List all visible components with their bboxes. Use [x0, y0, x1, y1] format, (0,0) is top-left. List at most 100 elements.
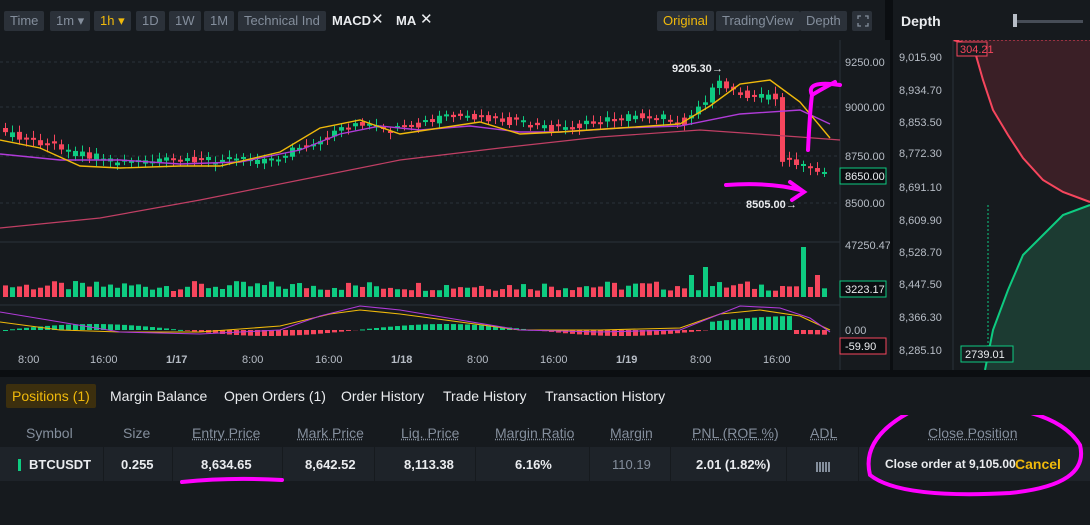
- price-gridlines: [0, 61, 840, 204]
- candle-body: [52, 141, 57, 144]
- header-adl[interactable]: ADL: [810, 425, 838, 441]
- candle-body: [591, 121, 596, 124]
- macd-bar: [717, 320, 722, 330]
- macd-bar: [395, 326, 400, 330]
- volume-bar: [136, 284, 141, 297]
- volume-bar: [465, 287, 470, 297]
- table-row: [0, 447, 1090, 481]
- candle-body: [808, 166, 813, 169]
- macd-bar: [143, 326, 148, 330]
- remove-macd-icon[interactable]: ✕: [371, 11, 384, 28]
- candle-body: [563, 127, 568, 130]
- macd-bar: [409, 325, 414, 330]
- volume-bar: [304, 288, 309, 297]
- tab-trade-history[interactable]: Trade History: [443, 388, 527, 404]
- header-margin[interactable]: Margin: [610, 425, 653, 441]
- macd-bar: [150, 327, 155, 330]
- volume-bar: [388, 287, 393, 297]
- expand-icon[interactable]: [852, 11, 872, 31]
- header-mark-price[interactable]: Mark Price: [297, 425, 364, 441]
- candle-body: [38, 140, 43, 146]
- depth-zoom-handle[interactable]: [1013, 14, 1017, 27]
- volume-bar: [248, 286, 253, 297]
- candle-body: [185, 158, 190, 161]
- remove-ma-icon[interactable]: ✕: [420, 11, 433, 28]
- ma-long-line: [0, 129, 841, 229]
- macd-bar: [661, 330, 666, 335]
- macd-bar: [675, 330, 680, 334]
- volume-bar: [269, 281, 274, 297]
- time-tick: 16:00: [763, 354, 791, 366]
- tab-margin-balance[interactable]: Margin Balance: [110, 388, 208, 404]
- volume-current-label: 3223.17: [845, 284, 885, 296]
- volume-bar: [213, 286, 218, 297]
- volume-bar: [773, 290, 778, 297]
- candle-body: [297, 147, 302, 151]
- macd-bar: [122, 324, 127, 330]
- tab-positions[interactable]: Positions (1): [6, 384, 96, 408]
- macd-bar: [255, 330, 260, 336]
- macd-bar: [430, 324, 435, 330]
- cell-symbol[interactable]: BTCUSDT: [29, 457, 92, 472]
- macd-bar: [115, 324, 120, 330]
- kline-chart[interactable]: 9205.30 → 8505.00 → 9250.00 9000.00 8750…: [0, 40, 891, 370]
- bid-label-box: [960, 345, 1014, 363]
- volume-bar: [808, 286, 813, 297]
- depth-price-tick: 8,528.70: [899, 247, 942, 259]
- depth-price-tick: 8,609.90: [899, 215, 942, 227]
- volume-bar: [598, 286, 603, 297]
- depth-zoom-slider[interactable]: [1013, 20, 1083, 23]
- depth-price-axis: 9,015.90 8,934.70 8,853.50 8,772.30 8,69…: [899, 52, 942, 357]
- candle-body: [332, 130, 337, 137]
- tab-transaction-history[interactable]: Transaction History: [545, 388, 666, 404]
- volume-bar: [10, 287, 15, 297]
- annotation-circle: [866, 415, 1084, 497]
- macd-bar: [66, 324, 71, 330]
- volume-bar: [738, 283, 743, 297]
- view-depth-button[interactable]: Depth: [800, 11, 847, 31]
- tab-order-history[interactable]: Order History: [341, 388, 425, 404]
- candle-body: [10, 132, 15, 138]
- view-tradingview-button[interactable]: TradingView: [716, 11, 800, 31]
- macd-bar: [283, 330, 288, 336]
- interval-1d-button[interactable]: 1D: [136, 11, 165, 31]
- volume-bar: [759, 284, 764, 297]
- ask-depth-line: [952, 40, 1090, 203]
- volume-bar: [675, 286, 680, 297]
- candle-body: [710, 87, 715, 103]
- volume-bar: [668, 290, 673, 297]
- view-original-button[interactable]: Original: [657, 11, 714, 31]
- volume-bar: [542, 283, 547, 297]
- chart-canvas[interactable]: 9205.30 → 8505.00 → 9250.00 9000.00 8750…: [0, 40, 891, 370]
- candle-body: [45, 143, 50, 146]
- volume-bar: [521, 284, 526, 297]
- header-entry-price[interactable]: Entry Price: [192, 425, 261, 441]
- volume-bar: [332, 287, 337, 297]
- candle-body: [66, 149, 71, 152]
- header-pnl[interactable]: PNL (ROE %): [692, 425, 779, 441]
- column-separator: [282, 447, 283, 481]
- volume-bar: [591, 287, 596, 297]
- header-close-position[interactable]: Close Position: [928, 425, 1018, 441]
- volume-bar: [276, 286, 281, 297]
- interval-1h-dropdown[interactable]: 1h ▾: [94, 11, 131, 31]
- header-margin-ratio[interactable]: Margin Ratio: [495, 425, 575, 441]
- candle-body: [633, 115, 638, 120]
- interval-1w-button[interactable]: 1W: [169, 11, 201, 31]
- volume-bar: [360, 286, 365, 297]
- header-liq-price[interactable]: Liq. Price: [401, 425, 460, 441]
- tab-open-orders[interactable]: Open Orders (1): [224, 388, 326, 404]
- volume-bar: [24, 284, 29, 297]
- macd-bar: [577, 330, 582, 335]
- cancel-close-order-button[interactable]: Cancel: [1015, 456, 1061, 472]
- candle-body: [619, 118, 624, 121]
- volume-bar: [255, 283, 260, 297]
- column-separator: [172, 447, 173, 481]
- interval-1m-dropdown[interactable]: 1m ▾: [50, 11, 91, 31]
- technical-indicators-button[interactable]: Technical Ind: [238, 11, 326, 31]
- time-button[interactable]: Time: [4, 11, 45, 31]
- interval-1m-month-button[interactable]: 1M: [204, 11, 235, 31]
- current-price-label: 8650.00: [845, 171, 885, 183]
- macd-bar: [129, 325, 134, 330]
- macd-bar: [262, 330, 267, 336]
